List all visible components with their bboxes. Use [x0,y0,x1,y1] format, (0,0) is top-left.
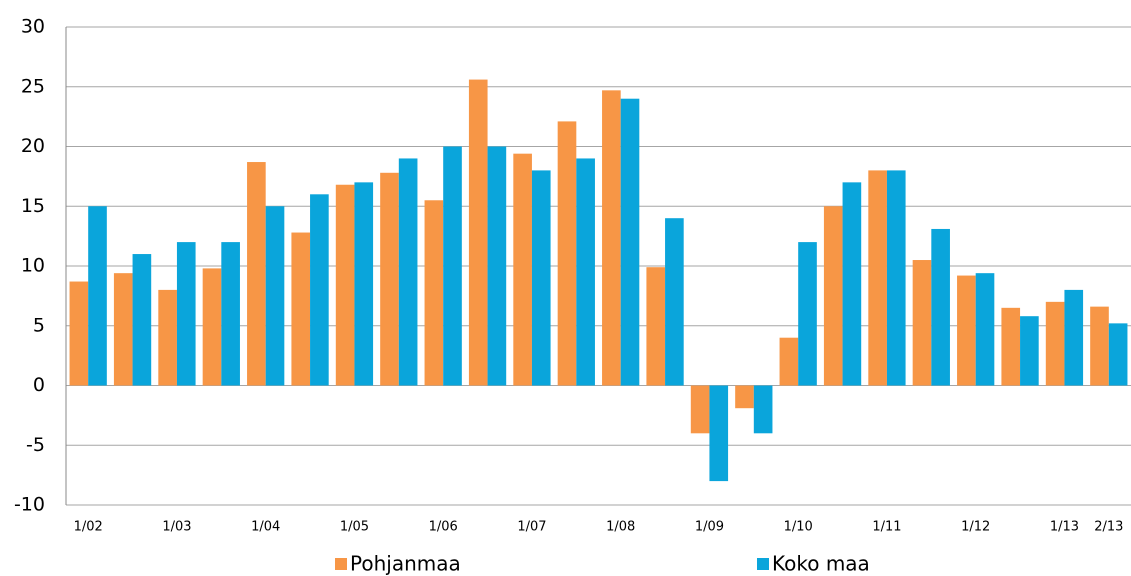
bar [424,200,444,386]
x-tick-label: 1/11 [872,520,901,535]
y-tick-label: 15 [21,195,45,217]
bar [354,182,374,386]
bar [842,182,862,386]
y-tick-label: 20 [21,135,45,157]
bar [1001,307,1021,386]
x-tick-label: 2/13 [1094,520,1123,535]
bar [709,385,729,482]
bar [310,194,329,386]
bar [468,79,488,386]
x-tick-label: 1/12 [961,520,990,535]
bar [513,153,532,386]
y-tick-label: -10 [14,494,45,516]
y-tick-label: 5 [33,314,45,336]
bar [753,385,773,434]
bar [1108,323,1128,386]
bar [113,273,133,386]
x-tick-label: 1/05 [340,520,369,535]
y-tick-label: 0 [33,374,45,396]
bar [1045,301,1065,386]
x-tick-label: 1/02 [74,520,103,535]
bar [1064,289,1084,386]
bar [443,146,462,386]
legend-label: Pohjanmaa [350,552,461,576]
bar [221,242,240,386]
bar [690,385,710,434]
bar [335,184,355,386]
y-tick-label: 30 [21,16,45,38]
bar [779,337,799,386]
legend-swatch [335,558,347,570]
bar [798,242,817,386]
bar [291,232,311,386]
bar [735,385,754,409]
bar [868,170,887,386]
y-tick-label: 10 [21,255,45,277]
bar [975,273,995,386]
legend-label: Koko maa [772,552,870,576]
bar [931,228,950,386]
bar [531,170,551,386]
bar [158,289,177,386]
bar [69,281,89,386]
bar [576,158,595,386]
bar [202,268,222,386]
bar [265,206,285,386]
bar [557,121,577,386]
x-tick-label: 1/07 [517,520,546,535]
legend-swatch [757,558,769,570]
x-tick-label: 1/03 [162,520,191,535]
x-tick-label: 1/09 [695,520,724,535]
bar [912,260,932,386]
bar [823,206,843,386]
bar [176,242,196,386]
bar [620,98,640,386]
x-tick-label: 1/10 [784,520,813,535]
bar [132,254,152,386]
y-tick-label: 25 [21,75,45,97]
x-tick-label: 1/13 [1050,520,1079,535]
bar [886,170,906,386]
bar [602,90,621,386]
bar [646,267,666,386]
x-tick-label: 1/06 [429,520,458,535]
bar [88,206,107,386]
bar [665,218,684,386]
bar [380,172,399,386]
x-tick-label: 1/08 [606,520,635,535]
bar [247,162,266,386]
bar [1020,316,1039,386]
y-tick-label: -5 [26,434,45,456]
bar [1090,306,1109,386]
bar [957,275,976,386]
bar [398,158,418,386]
bar [487,146,507,386]
x-tick-label: 1/04 [251,520,280,535]
